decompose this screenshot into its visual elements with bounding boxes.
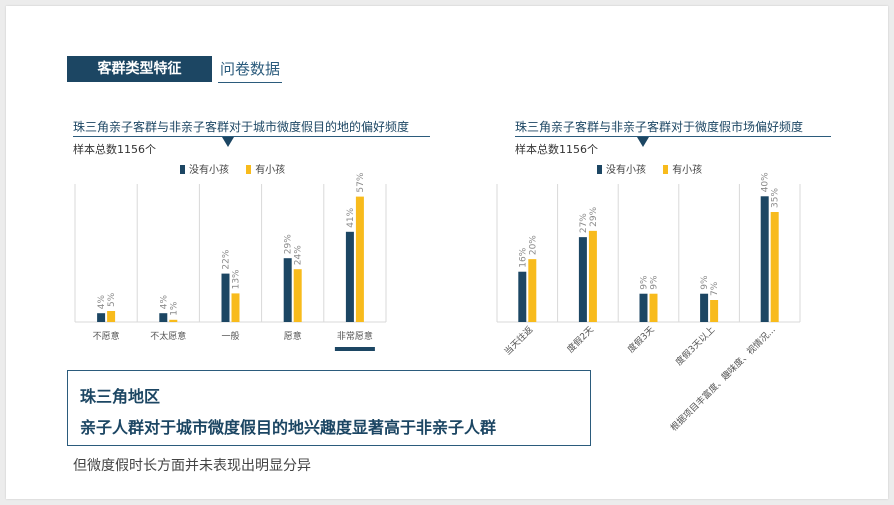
legend-label-no-kids: 没有小孩 [189, 165, 229, 176]
legend-swatch-has-kids [246, 165, 252, 174]
bar [588, 230, 597, 322]
category-label: 非常愿意 [337, 330, 373, 342]
data-label: 4% [97, 294, 107, 309]
bar [355, 196, 364, 322]
section-subtitle: 问卷数据 [218, 56, 283, 83]
chart2-sample: 样本总数1156个 [515, 143, 598, 156]
category-label: 度假2天 [564, 324, 596, 356]
bar [700, 293, 709, 322]
data-label: 5% [107, 292, 117, 307]
legend-item-no-kids: 没有小孩 [180, 165, 229, 176]
bar [159, 313, 168, 322]
legend-label-has-kids: 有小孩 [255, 165, 286, 176]
chart1-title: 珠三角亲子客群与非亲子客群对于城市微度假目的地的偏好频度 [73, 120, 410, 134]
data-label: 27% [579, 213, 589, 233]
bar [639, 293, 648, 322]
footnote: 但微度假时长方面并未表现出明显分异 [73, 458, 311, 474]
data-label: 16% [518, 247, 528, 267]
data-label: 41% [346, 207, 356, 227]
data-label: 9% [640, 275, 650, 290]
bar [528, 259, 537, 322]
conclusion-region: 珠三角地区 [80, 387, 161, 406]
chart1-title-underline [73, 136, 430, 137]
category-label: 一般 [221, 330, 239, 342]
conclusion-statement: 亲子人群对于城市微度假目的地兴趣度显著高于非亲子人群 [80, 418, 497, 437]
data-label: 7% [710, 281, 720, 296]
bar [578, 237, 587, 322]
conclusion-box: 珠三角地区 亲子人群对于城市微度假目的地兴趣度显著高于非亲子人群 [67, 370, 591, 446]
slide [6, 6, 888, 499]
bar [518, 271, 527, 322]
section-title: 客群类型特征 [67, 56, 212, 82]
chart2-legend: 没有小孩 有小孩 [597, 161, 716, 176]
data-label: 29% [284, 234, 294, 254]
data-label: 35% [771, 188, 781, 208]
legend2-label-no-kids: 没有小孩 [606, 165, 646, 176]
category-label: 当天往返 [501, 324, 535, 358]
chart1-legend: 没有小孩 有小孩 [180, 161, 299, 176]
chart2-title: 珠三角亲子客群与非亲子客群对于微度假市场偏好频度 [515, 120, 804, 134]
bar [231, 293, 240, 322]
bar [283, 258, 292, 322]
data-label: 9% [650, 275, 660, 290]
bar [107, 311, 116, 322]
data-label: 4% [159, 294, 169, 309]
chart1-pointer [222, 137, 234, 147]
legend2-swatch-no-kids [597, 165, 602, 174]
legend2-label-has-kids: 有小孩 [672, 165, 703, 176]
data-label: 1% [169, 301, 179, 316]
category-label: 愿意 [284, 330, 302, 342]
category-label: 不愿意 [93, 330, 120, 342]
category-label: 度假3天 [625, 324, 657, 356]
legend-swatch-no-kids [180, 165, 185, 174]
chart2-title-underline [515, 136, 831, 137]
category-label: 根据项目丰富度、趣味度、视情况... [668, 324, 778, 434]
bar [770, 212, 779, 322]
bar [221, 273, 230, 322]
highlight-bar [334, 347, 375, 351]
data-label: 20% [528, 235, 538, 255]
legend2-item-has-kids: 有小孩 [663, 165, 702, 176]
bar [760, 196, 769, 322]
category-label: 不太愿意 [150, 330, 186, 342]
legend2-swatch-has-kids [663, 165, 669, 174]
chart2-pointer [637, 137, 649, 147]
data-label: 22% [222, 249, 232, 269]
legend2-item-no-kids: 没有小孩 [597, 165, 646, 176]
data-label: 13% [232, 269, 242, 289]
data-label: 9% [700, 275, 710, 290]
data-label: 29% [589, 206, 599, 226]
category-label: 度假3天以上 [673, 324, 717, 368]
bar [169, 319, 178, 322]
bar [97, 313, 106, 322]
legend-item-has-kids: 有小孩 [246, 165, 285, 176]
data-label: 40% [761, 172, 771, 192]
chart1-sample: 样本总数1156个 [73, 143, 156, 156]
data-label: 24% [294, 245, 304, 265]
data-label: 57% [356, 172, 366, 192]
bar [345, 231, 354, 322]
bar [710, 300, 719, 322]
bar [293, 269, 302, 322]
bar [649, 293, 658, 322]
